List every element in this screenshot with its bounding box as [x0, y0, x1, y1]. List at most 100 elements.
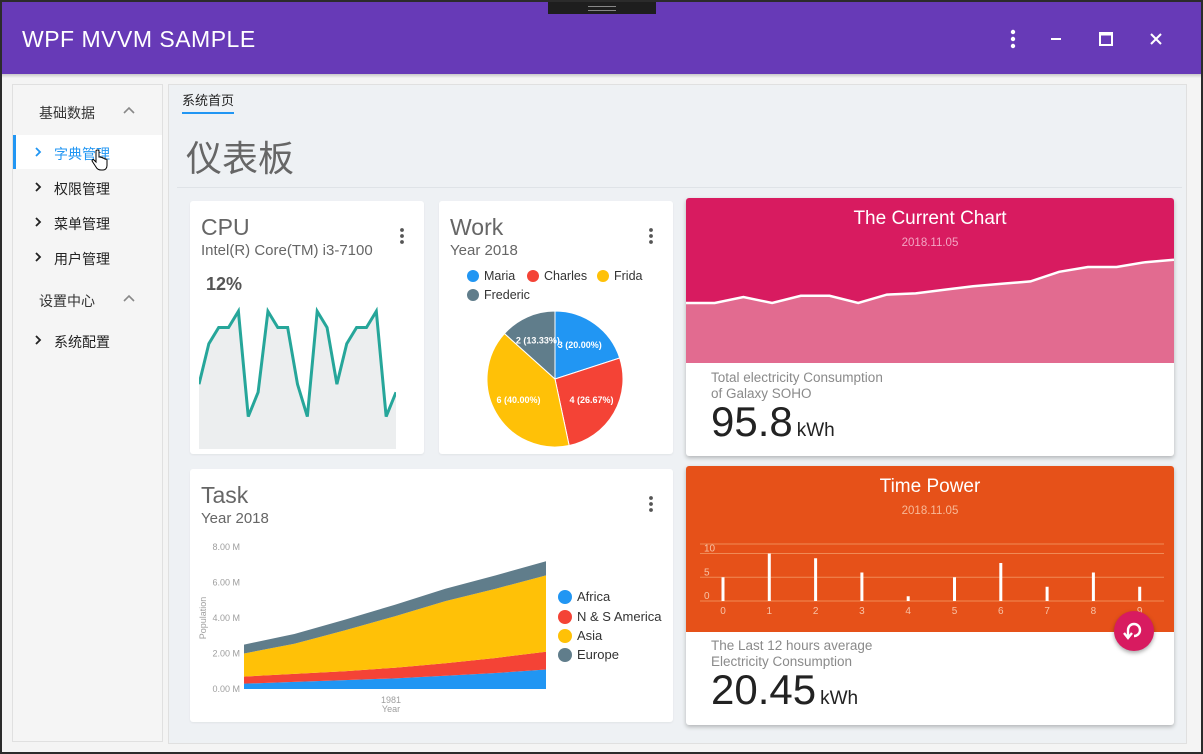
sidebar-item-dictionary[interactable]: 字典管理: [13, 135, 162, 169]
area-series: [244, 575, 546, 677]
current-chart-card: The Current Chart 2018.11.05 Total elect…: [686, 198, 1174, 456]
y-axis-label: Population: [198, 597, 208, 640]
legend-item: Maria: [467, 269, 515, 283]
x-tick-label: 8: [1091, 606, 1097, 617]
title-bar-shadow: [2, 74, 1201, 78]
tab-home[interactable]: 系统首页: [182, 90, 235, 114]
legend-swatch: [558, 590, 572, 604]
card-date: 2018.11.05: [901, 237, 959, 249]
more-vert-icon[interactable]: [998, 24, 1028, 54]
legend-swatch: [558, 610, 572, 624]
description-line: Total electricity Consumption: [711, 370, 883, 385]
card-subtitle: Intel(R) Core(TM) i3-7100: [201, 242, 373, 259]
close-button[interactable]: [1141, 24, 1171, 54]
x-tick-label: 6: [998, 606, 1004, 617]
x-tick-label: 7: [1044, 606, 1050, 617]
sidebar-group-label: 基础数据: [39, 105, 95, 121]
pie-slice: [554, 310, 621, 380]
x-tick-label: 0: [720, 606, 726, 617]
legend-swatch: [467, 289, 479, 301]
description-line: The Last 12 hours average: [711, 638, 873, 653]
cpu-line: [199, 306, 396, 418]
card-title: Work: [450, 214, 504, 240]
current-chart-header: The Current Chart 2018.11.05: [686, 198, 1174, 363]
card-subtitle: Year 2018: [201, 510, 269, 527]
legend-label: Frederic: [484, 288, 530, 302]
sidebar-item-permissions[interactable]: 权限管理: [13, 170, 162, 204]
work-pie-chart: 3 (20.00%) 4 (26.67%) 6 (40.00%) 2 (13.33%): [486, 310, 624, 448]
sidebar-item-system-config[interactable]: 系统配置: [13, 323, 162, 357]
sidebar-group-settings[interactable]: 设置中心: [13, 284, 162, 314]
page-title: 仪表板: [186, 138, 295, 179]
maximize-button[interactable]: [1091, 24, 1121, 54]
y-tick-label: 6.00 M: [212, 578, 240, 588]
current-line: [686, 258, 1174, 305]
legend-label: Africa: [577, 589, 611, 604]
close-icon: [1150, 33, 1162, 45]
legend-swatch: [527, 270, 539, 282]
sidebar: 基础数据 字典管理 权限管理 菜单管理 用: [12, 84, 163, 742]
pie-slice: [486, 332, 570, 448]
divider: [177, 187, 1182, 188]
legend-item: Africa: [558, 589, 610, 604]
sidebar-item-menus[interactable]: 菜单管理: [13, 205, 162, 239]
legend-label: Maria: [484, 269, 516, 283]
pie-slice-label: 2 (13.33%): [516, 335, 560, 345]
chevron-right-icon: [35, 147, 42, 157]
y-tick-label: 0.00 M: [212, 684, 240, 694]
drag-handle[interactable]: [548, 2, 656, 14]
window-title: WPF MVVM SAMPLE: [22, 26, 256, 52]
current-area-chart: [686, 258, 1174, 363]
title-bar[interactable]: WPF MVVM SAMPLE: [2, 2, 1201, 74]
card-menu-button[interactable]: [644, 493, 658, 515]
chevron-right-icon: [35, 252, 42, 262]
sidebar-group-basic-data[interactable]: 基础数据: [13, 96, 162, 126]
reading-unit: kWh: [796, 420, 835, 441]
card-menu-button[interactable]: [395, 225, 409, 247]
chevron-right-icon: [35, 217, 42, 227]
sidebar-group-label: 设置中心: [39, 293, 95, 309]
legend-item: Frederic: [467, 288, 530, 302]
area-series: [244, 669, 546, 689]
current-area: [686, 259, 1174, 363]
minimize-button[interactable]: [1041, 24, 1071, 54]
sidebar-item-label: 系统配置: [54, 334, 110, 350]
hand-cursor-icon: [91, 149, 108, 171]
y-tick-label: 0: [704, 591, 710, 602]
y-tick-label: 2.00 M: [212, 649, 240, 659]
pie-slice-label: 6 (40.00%): [496, 395, 540, 405]
cpu-value: 12%: [206, 274, 243, 294]
area-series: [244, 651, 546, 684]
legend-swatch: [597, 270, 609, 282]
x-tick-label: 5: [952, 606, 958, 617]
card-description: The Last 12 hours average Electricity Co…: [711, 638, 872, 670]
x-tick-label: 3: [859, 606, 865, 617]
refresh-button[interactable]: [1114, 611, 1154, 651]
cpu-card: CPU Intel(R) Core(TM) i3-7100 12%: [190, 201, 424, 454]
card-title: Task: [201, 482, 249, 508]
legend-label: Europe: [577, 647, 619, 662]
reading-unit: kWh: [820, 688, 859, 709]
minimize-icon: [1051, 38, 1061, 40]
x-axis-label: Year: [382, 704, 400, 714]
legend-label: Asia: [577, 628, 603, 643]
y-tick-label: 4.00 M: [212, 613, 240, 623]
area-series: [244, 561, 546, 654]
sidebar-item-users[interactable]: 用户管理: [13, 240, 162, 274]
card-menu-button[interactable]: [644, 225, 658, 247]
sidebar-item-label: 菜单管理: [54, 216, 110, 232]
y-tick-label: 5: [704, 567, 710, 578]
description-line: Electricity Consumption: [711, 654, 853, 669]
pie-slice: [554, 357, 624, 447]
y-tick-label: 10: [704, 544, 716, 555]
more-vert-icon-graphic: [1010, 29, 1016, 49]
pie-slice-label: 3 (20.00%): [558, 340, 602, 350]
description-line: of Galaxy SOHO: [711, 386, 812, 401]
chevron-up-icon: [123, 106, 135, 114]
card-description: Total electricity Consumption of Galaxy …: [711, 370, 883, 402]
x-tick-label: 1981: [381, 695, 401, 705]
work-card: Work Year 2018 Maria Charles Frida Frede…: [439, 201, 673, 454]
legend-item: N & S America: [558, 609, 662, 624]
